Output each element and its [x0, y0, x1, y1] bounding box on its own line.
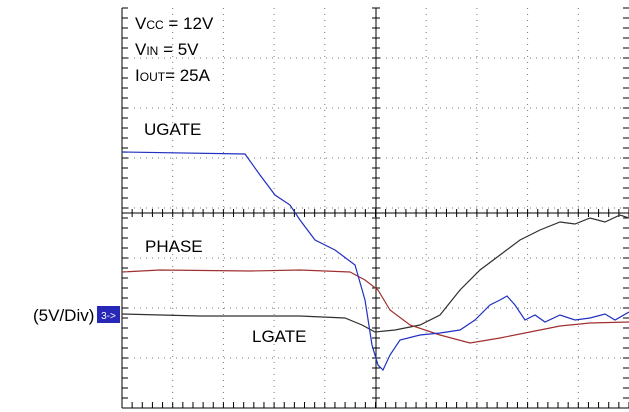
scale-label: (5V/Div): [33, 306, 94, 325]
vin-label: VIN = 5V: [135, 40, 199, 59]
phase-trace: [121, 269, 629, 344]
lgate-trace: [121, 214, 629, 333]
ugate-label: UGATE: [144, 120, 201, 139]
iout-label: IOUT= 25A: [135, 66, 211, 85]
channel-marker-box: [97, 306, 120, 323]
ugate-trace: [121, 151, 629, 372]
lgate-label: LGATE: [252, 327, 306, 346]
channel-marker: 3->: [101, 311, 116, 322]
graticule: [121, 7, 629, 409]
vcc-label: VCC = 12V: [135, 14, 214, 33]
phase-label: PHASE: [145, 237, 203, 256]
